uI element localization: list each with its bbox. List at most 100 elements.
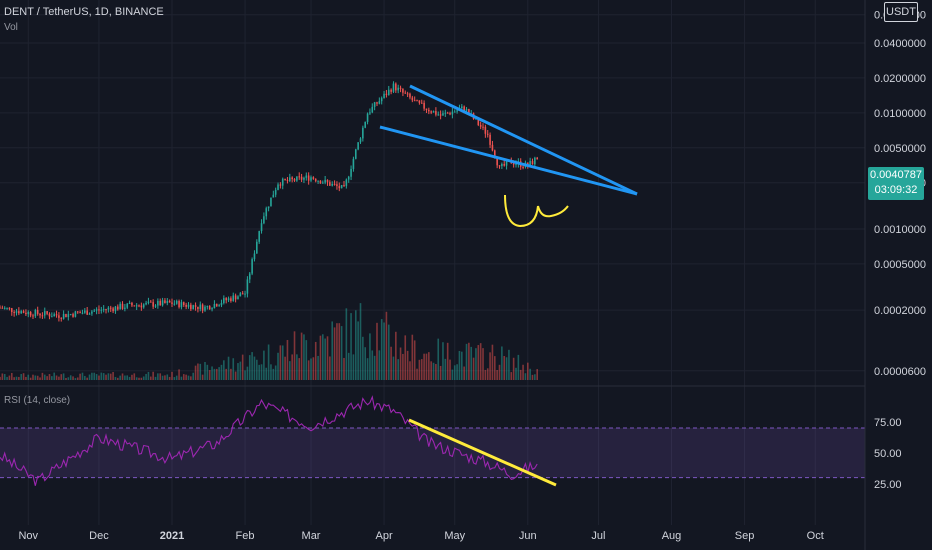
volume-bar	[387, 324, 390, 380]
rsi-trendline[interactable]	[408, 418, 557, 487]
volume-bar	[468, 342, 470, 380]
candle-body	[428, 109, 430, 112]
volume-bar	[88, 374, 91, 380]
price-tick-label: 0.0000600	[874, 366, 926, 378]
pattern-u-right[interactable]	[537, 205, 569, 218]
volume-bar	[496, 369, 498, 380]
candle-body	[201, 304, 204, 311]
volume-bar	[201, 374, 204, 380]
volume-bar	[390, 346, 392, 380]
volume-bar	[307, 360, 310, 380]
candle-body	[135, 305, 138, 307]
time-tick-label: Sep	[735, 530, 755, 542]
volume-bar	[36, 375, 39, 380]
volume-bar	[65, 377, 67, 380]
volume-bar	[267, 344, 270, 380]
candle-body	[420, 102, 423, 104]
volume-bar	[371, 350, 374, 380]
volume-bar	[27, 374, 30, 380]
candle-body	[25, 312, 27, 315]
volume-bar	[256, 359, 258, 380]
candle-body	[159, 300, 162, 306]
candle-body	[74, 311, 77, 317]
volume-bar	[133, 373, 136, 380]
grid-lines	[0, 0, 865, 525]
candle-body	[281, 178, 284, 186]
volume-bar	[345, 308, 348, 380]
candle-body	[340, 184, 343, 189]
volume-bar	[312, 357, 315, 380]
rsi-tick-label: 50.00	[874, 448, 902, 460]
rsi-indicator-label[interactable]: RSI (14, close)	[4, 395, 71, 406]
volume-bar	[102, 373, 105, 380]
volume-bar	[260, 364, 263, 380]
candle-body	[336, 184, 338, 187]
candle-body	[409, 93, 411, 98]
candle-body	[446, 112, 449, 114]
volume-bar	[380, 319, 383, 380]
candle-body	[79, 312, 81, 314]
candle-body	[371, 106, 374, 113]
volume-indicator-label[interactable]: Vol	[4, 22, 18, 33]
candle-body	[76, 311, 79, 313]
candle-body	[171, 302, 173, 304]
volume-bar	[0, 376, 1, 380]
volume-bar	[510, 372, 513, 380]
volume-bar	[265, 367, 268, 380]
candle-body	[199, 304, 202, 309]
volume-bar	[296, 354, 298, 380]
volume-bar	[376, 322, 378, 380]
volume-bar	[526, 362, 529, 380]
volume-bar	[185, 374, 187, 380]
volume-bar	[284, 356, 286, 380]
candle-body	[114, 306, 117, 312]
candle-body	[86, 310, 88, 315]
volume-bar	[1, 373, 4, 380]
volume-bar	[418, 359, 421, 380]
candle-body	[138, 305, 140, 307]
volume-bar	[522, 364, 524, 380]
candle-body	[133, 305, 136, 307]
candle-body	[321, 182, 324, 184]
candle-body	[296, 176, 298, 181]
volume-bar	[406, 350, 409, 380]
candle-body	[503, 163, 506, 166]
volume-bar	[298, 358, 301, 380]
volume-bar	[463, 366, 465, 380]
candle-body	[81, 312, 84, 314]
volume-bar	[152, 371, 154, 380]
volume-bar	[461, 351, 463, 380]
candle-body	[298, 176, 301, 178]
candle-body	[489, 134, 491, 145]
upper-trendline[interactable]	[409, 84, 638, 196]
currency-button[interactable]: USDT	[884, 2, 918, 22]
volume-bar	[124, 375, 126, 380]
candle-body	[187, 304, 190, 307]
bar-countdown: 03:09:32	[874, 184, 918, 196]
volume-bar	[512, 357, 515, 380]
volume-bar	[105, 374, 107, 380]
time-tick-label: Jul	[591, 530, 605, 542]
volume-bar	[482, 348, 484, 380]
volume-bar	[505, 357, 508, 380]
candle-body	[173, 303, 176, 305]
volume-bar	[409, 361, 411, 380]
candle-body	[272, 194, 275, 198]
lower-trendline[interactable]	[379, 125, 638, 196]
pattern-u-left[interactable]	[504, 194, 539, 228]
price-tick-label: 0.0400000	[874, 38, 926, 50]
volume-bar	[29, 377, 32, 380]
candle-body	[324, 179, 326, 183]
volume-bar	[444, 358, 447, 380]
volume-bar	[248, 355, 251, 380]
candle-body	[121, 303, 124, 309]
volume-bar	[251, 352, 253, 380]
candle-body	[55, 314, 58, 316]
volume-bar	[8, 375, 11, 380]
volume-bar	[84, 375, 86, 380]
volume-bar	[366, 358, 369, 380]
candle-body	[486, 133, 489, 135]
symbol-title[interactable]: DENT / TetherUS, 1D, BINANCE	[4, 6, 164, 18]
candle-body	[303, 177, 305, 180]
